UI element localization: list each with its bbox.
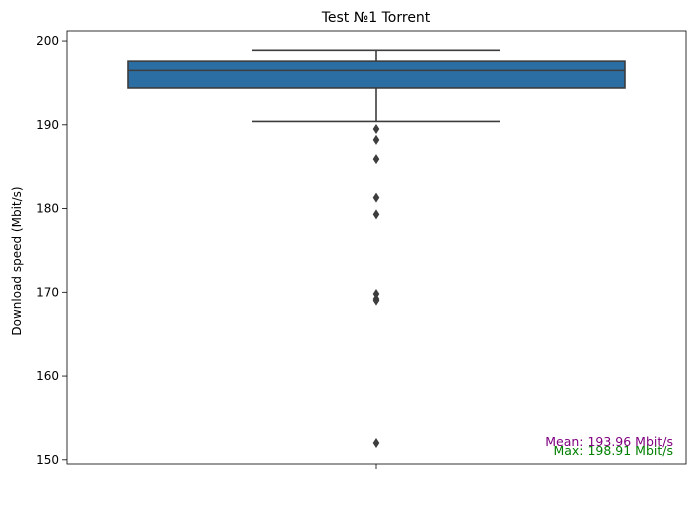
outlier-point: [372, 134, 380, 145]
y-tick-label: 160: [36, 369, 59, 383]
outlier-point: [372, 209, 380, 220]
outliers: [372, 123, 380, 449]
box-plot: [127, 49, 626, 123]
plot-frame: [66, 30, 687, 465]
outlier-point: [372, 123, 380, 134]
y-tick-label: 150: [36, 453, 59, 467]
y-axis: 150 160 170 180 190 200: [36, 34, 67, 467]
outlier-point: [372, 288, 380, 299]
iqr-box: [127, 60, 626, 89]
y-tick-label: 170: [36, 285, 59, 299]
max-annotation: Max: 198.91 Mbit/s: [553, 443, 673, 458]
y-tick-label: 190: [36, 118, 59, 132]
chart-title: Test №1 Torrent: [321, 10, 431, 26]
y-tick-label: 180: [36, 202, 59, 216]
mean-annotation: Mean: 193.96 Mbit/s: [545, 434, 673, 449]
y-axis-label: Download speed (Mbit/s): [10, 186, 24, 335]
y-tick-label: 200: [36, 34, 59, 48]
outlier-point: [372, 192, 380, 203]
outlier-point: [372, 295, 380, 306]
outlier-point: [372, 438, 380, 449]
outlier-point: [372, 154, 380, 165]
